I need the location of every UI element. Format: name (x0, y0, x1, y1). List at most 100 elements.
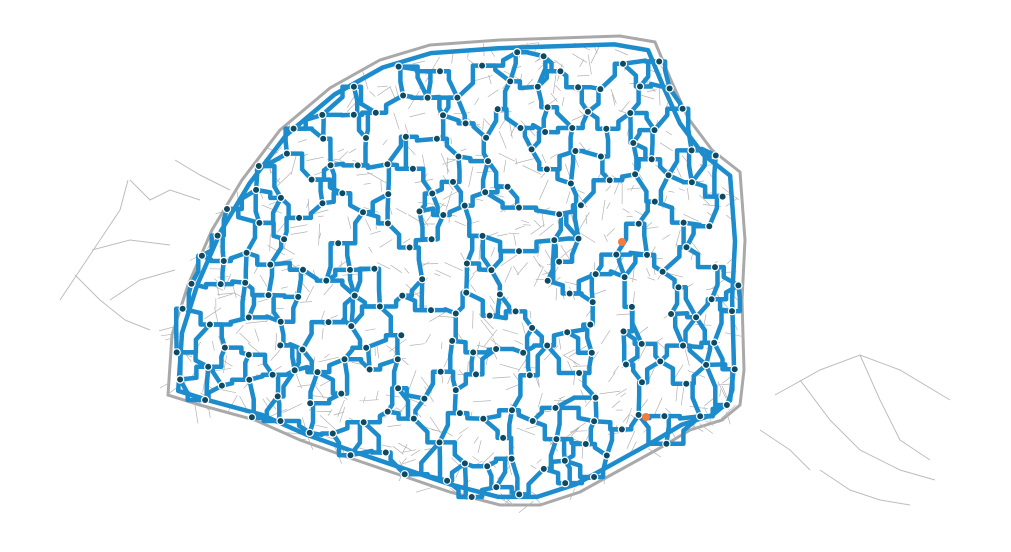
route-segment (593, 269, 627, 280)
route-node (448, 336, 457, 346)
route-node (358, 208, 368, 217)
route-node (539, 464, 549, 474)
route-node (282, 149, 292, 158)
route-segment (425, 68, 443, 100)
route-segment (649, 127, 657, 162)
route-node (514, 246, 524, 256)
route-segment (249, 394, 280, 420)
route-node (383, 160, 392, 169)
route-node (679, 218, 688, 227)
route-segment (513, 309, 535, 331)
route-node (255, 218, 264, 228)
route-node (289, 124, 298, 133)
route-node (400, 470, 409, 479)
route-node (718, 192, 727, 201)
route-node (602, 124, 611, 134)
route-node (674, 283, 683, 292)
route-segment (636, 412, 669, 447)
route-node (617, 425, 627, 434)
route-segment (584, 322, 595, 356)
route-segment (430, 179, 456, 196)
route-segment (567, 271, 598, 296)
route-segment (662, 413, 703, 421)
route-segment (324, 278, 357, 298)
route-node (451, 385, 460, 395)
route-segment (480, 233, 522, 254)
route-node (596, 152, 606, 161)
route-segment (363, 333, 404, 350)
route-node (665, 84, 674, 93)
route-segment (256, 163, 284, 201)
route-node (266, 260, 275, 269)
route-segment (530, 418, 559, 442)
route-node (561, 478, 570, 488)
route-segment (361, 419, 389, 455)
route-ring (175, 42, 738, 500)
route-segment (516, 205, 562, 217)
route-node (507, 406, 517, 415)
route-segment (400, 293, 434, 313)
route-node (313, 367, 322, 377)
route-segment (544, 148, 578, 172)
route-segment (703, 362, 730, 408)
route-segment (407, 245, 425, 282)
route-node (619, 327, 628, 336)
route-segment (556, 236, 581, 264)
route-node (427, 234, 436, 244)
route-segment (544, 343, 582, 376)
route-segment (689, 153, 719, 185)
route-node (705, 221, 714, 231)
route-segment (360, 191, 391, 215)
route-segment (500, 407, 515, 441)
route-node (666, 309, 676, 319)
route-node (588, 297, 597, 307)
route-node (276, 193, 286, 203)
route-node (276, 416, 285, 426)
route-segment (514, 49, 546, 59)
route-node (550, 235, 559, 245)
route-node (574, 234, 583, 243)
route-node (554, 257, 564, 266)
route-node (361, 133, 371, 143)
route-node (294, 292, 303, 302)
route-node (656, 357, 665, 366)
highlight-marker (642, 413, 650, 421)
route-node (711, 151, 721, 160)
route-segment (278, 418, 312, 436)
east-park-paths (759, 354, 951, 506)
route-segment (340, 191, 366, 215)
route-node (492, 482, 501, 492)
route-segment (307, 400, 316, 436)
route-node (621, 360, 631, 369)
route-node (305, 428, 314, 437)
route-node (453, 93, 462, 102)
route-node (642, 250, 652, 260)
route-segment (553, 405, 562, 442)
route-node (701, 360, 711, 370)
route-node (543, 103, 552, 112)
route-node (307, 175, 316, 184)
route-segment (576, 370, 598, 400)
route-node (519, 348, 528, 357)
route-segment (622, 274, 635, 310)
route-node (172, 348, 181, 357)
route-node (219, 256, 228, 266)
route-segment (631, 127, 657, 146)
route-node (244, 350, 253, 359)
route-node (483, 462, 492, 471)
route-node (696, 412, 705, 421)
route-segment (668, 311, 686, 348)
route-segment (355, 135, 369, 168)
route-segment (342, 356, 372, 372)
route-segment (480, 158, 491, 195)
route-segment (330, 431, 353, 458)
route-segment (400, 276, 425, 298)
route-segment (628, 84, 643, 116)
route-node (298, 345, 307, 354)
route-node (328, 429, 337, 438)
route-node (222, 204, 232, 214)
route-node (349, 82, 359, 91)
route-segment (438, 338, 455, 375)
city-boundary (166, 34, 747, 507)
